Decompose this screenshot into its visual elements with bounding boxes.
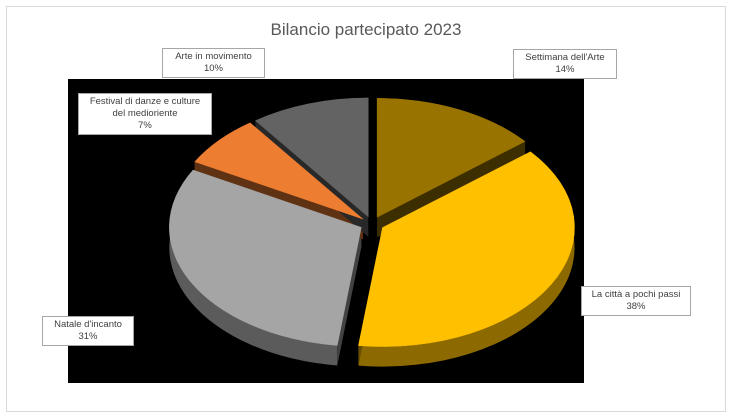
callout-label: Natale d'incanto [54, 319, 122, 330]
callout-settimana: Settimana dell'Arte 14% [513, 49, 617, 79]
callout-value: 10% [203, 63, 223, 74]
pie-slice-festival-di-danze-e-culture-del-medioriente [194, 122, 364, 220]
callout-value: 38% [626, 301, 646, 312]
callout-value: 14% [555, 64, 575, 75]
callout-festival: Festival di danze e culture del mediorie… [78, 93, 212, 135]
callout-label: La città a pochi passi [591, 289, 681, 300]
callout-label: Festival di danze e culture del mediorie… [89, 96, 201, 119]
pie-slice-settimana-dell-arte [376, 98, 526, 218]
callout-arte-movimento: Arte in movimento 10% [162, 48, 265, 78]
pie-slice-natale-d-incanto [169, 169, 362, 346]
pie-slice-wall [337, 227, 362, 366]
pie-slice-side [358, 151, 575, 367]
callout-citta: La città a pochi passi 38% [581, 286, 691, 316]
pie-slice-arte-in-movimento [254, 97, 369, 218]
callout-natale: Natale d'incanto 31% [42, 316, 134, 346]
pie-slice-side [169, 170, 338, 366]
pie-layer [169, 97, 575, 367]
callout-label: Settimana dell'Arte [525, 52, 605, 63]
callout-label: Arte in movimento [175, 51, 252, 62]
chart-title: Bilancio partecipato 2023 [270, 20, 462, 39]
callout-value: 31% [78, 331, 98, 342]
callout-value: 7% [138, 120, 152, 131]
pie-slice-la-citt-a-pochi-passi [358, 151, 575, 347]
